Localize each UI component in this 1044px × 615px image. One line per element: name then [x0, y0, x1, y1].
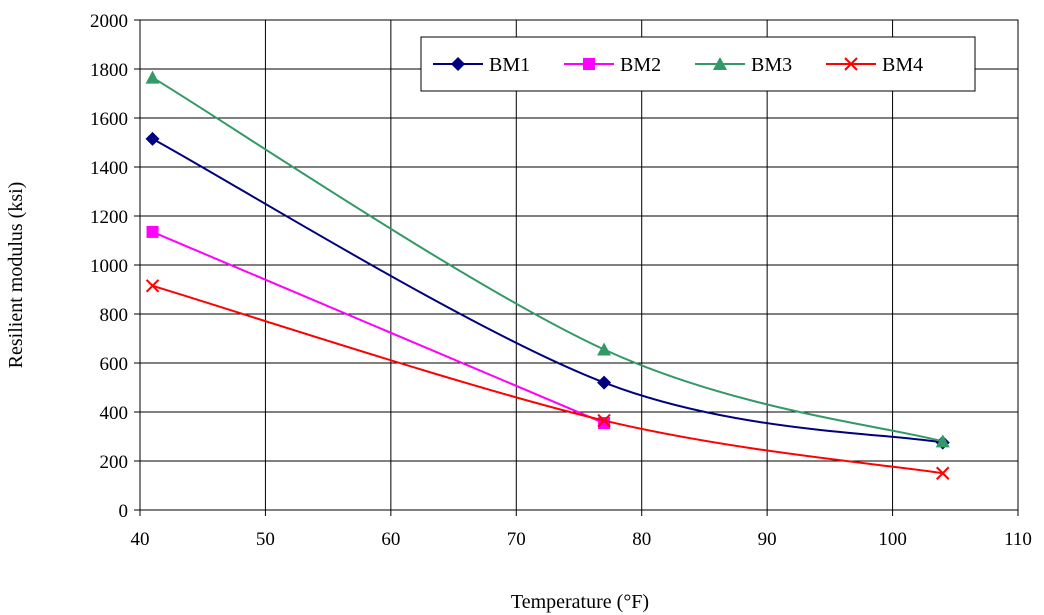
- x-tick-label: 90: [758, 529, 777, 550]
- marker-stroke: [597, 413, 611, 428]
- marker-stroke: [936, 466, 950, 480]
- legend: BM1 BM2 BM3 BM4: [420, 36, 976, 92]
- legend-item-bm3: BM3: [695, 54, 792, 76]
- x-tick-label: 40: [131, 529, 150, 550]
- legend-label: BM4: [882, 54, 923, 76]
- x-axis-title: Temperature (°F): [511, 591, 649, 613]
- series-bm4: [145, 279, 950, 480]
- legend-item-bm1: BM1: [433, 54, 530, 76]
- series-bm2: [146, 225, 611, 430]
- x-tick-label: 60: [381, 529, 400, 550]
- y-tick-label: 1000: [90, 256, 128, 277]
- y-axis-title: Resilient modulus (ksi): [5, 182, 27, 369]
- data-point-bm3: [597, 342, 612, 356]
- x-tick-label: 110: [1004, 529, 1032, 550]
- legend-marker: [451, 57, 465, 71]
- axes: 0 200 400 600 800 1000 1200 1400 1600 1800 2000 40 5…: [90, 11, 1032, 550]
- y-tick-label: 1400: [90, 158, 128, 179]
- y-tick-label: 1600: [90, 109, 128, 130]
- legend-label: BM1: [489, 54, 530, 76]
- y-tick-label: 2000: [90, 11, 128, 32]
- y-tick-label: 1800: [90, 60, 128, 81]
- y-tick-label: 400: [100, 403, 129, 424]
- data-point-bm3: [145, 70, 160, 84]
- data-point-bm1: [145, 131, 160, 146]
- legend-marker: [713, 57, 727, 70]
- series-line-bm1: [152, 137, 943, 444]
- series-line-bm3: [152, 76, 944, 443]
- x-tick-label: 50: [256, 529, 275, 550]
- y-tick-label: 800: [100, 305, 129, 326]
- series-line-bm2: [152, 231, 605, 424]
- y-tick-label: 1200: [90, 207, 128, 228]
- data-point-bm3: [935, 434, 950, 448]
- legend-marker: [583, 58, 595, 70]
- series-bm3: [145, 70, 950, 448]
- marker-stroke: [844, 57, 858, 71]
- data-point-bm4: [597, 413, 611, 428]
- y-tick-label: 200: [100, 452, 129, 473]
- marker-stroke: [145, 279, 160, 293]
- data-point-bm4: [936, 466, 950, 480]
- legend-marker: [844, 57, 858, 71]
- series-bm1: [145, 131, 950, 450]
- y-tick-label: 0: [119, 501, 129, 522]
- y-tick-label: 600: [100, 354, 129, 375]
- series: [145, 70, 950, 480]
- series-line-bm4: [152, 284, 943, 475]
- x-tick-label: 80: [632, 529, 651, 550]
- legend-item-bm4: BM4: [826, 54, 923, 76]
- x-tick-label: 70: [507, 529, 526, 550]
- data-point-bm1: [597, 375, 612, 390]
- legend-label: BM2: [620, 54, 661, 76]
- legend-label: BM3: [751, 54, 792, 76]
- x-tick-label: 100: [878, 529, 907, 550]
- data-point-bm4: [145, 279, 160, 293]
- legend-item-bm2: BM2: [564, 54, 661, 76]
- data-point-bm2: [146, 225, 159, 238]
